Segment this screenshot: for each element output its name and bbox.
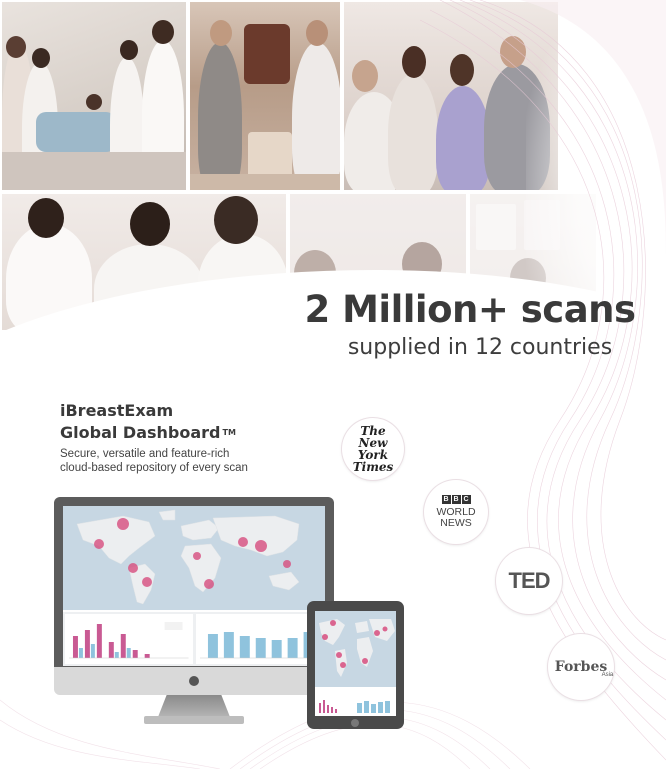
monitor-screen [63,506,325,666]
nyt-line1: The [360,424,386,438]
headline-block: 2 Million+ scans supplied in 12 countrie… [300,288,640,360]
desktop-monitor [54,497,334,687]
dashboard-description: iBreastExam Global Dashboard TM Secure, v… [60,400,320,475]
tablet-device [307,601,404,729]
bbc-block-2: B [451,495,461,504]
world-map [63,506,325,610]
monitor-logo-dot [189,676,199,686]
bbc-block-1: B [441,495,451,504]
bar-chart-blue [199,632,320,659]
bar-chart-pink-panel [65,614,193,664]
headline-countries: supplied in 12 countries [347,335,613,360]
forbes-asia-badge: Forbes Asia [548,634,614,700]
bbc-blocks: B B C [436,495,475,504]
ted-text: TED [508,568,551,593]
dashboard-title-line2: Global Dashboard TM [60,422,320,444]
bar-chart-blue-panel [195,614,323,664]
forbes-text: Forbes [554,659,608,675]
bbc-block-3: C [461,495,471,504]
dashboard-desc-line1: Secure, versatile and feature-rich [60,448,230,460]
bar-chart-pink [68,622,189,659]
trademark-mark: TM [222,428,236,437]
ted-logo-badge: TED [496,548,562,614]
photo-clinic-nurses [0,0,188,192]
tablet-home-button [351,719,359,727]
tablet-charts [315,689,396,716]
photo-ceremony [188,0,342,192]
nyt-logo-badge: The New York Times [342,418,404,480]
nyt-line3: Times [352,460,394,474]
monitor-stand-base [144,716,244,724]
dashboard-title-line1: iBreastExam [60,401,174,420]
bbc-world-news-badge: B B C WORLD NEWS [424,480,488,544]
nyt-line2: New York [357,436,389,462]
tablet-screen [315,611,396,716]
bbc-line1: WORLD [436,506,476,518]
tablet-world-map [315,611,396,687]
monitor-stand [158,695,230,717]
bbc-line2: NEWS [440,517,472,529]
dashboard-desc-line2: cloud-based repository of every scan [60,462,248,474]
headline-scans: 2 Million+ scans [304,288,636,331]
monitor-chin [54,667,334,695]
forbes-asia-text: Asia [601,672,614,678]
dashboard-title-text: Global Dashboard [60,423,221,442]
monitor-panels [63,612,325,666]
